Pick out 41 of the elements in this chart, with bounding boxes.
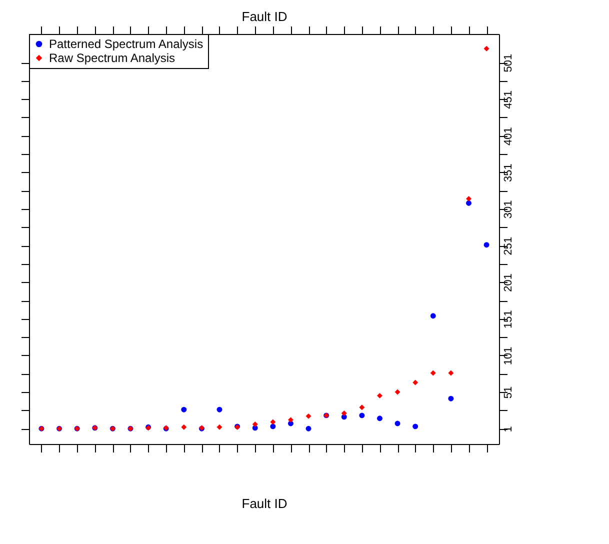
y-tick-label: 351 (502, 164, 514, 182)
y-tick-label: 451 (502, 90, 514, 109)
point (430, 313, 436, 319)
point (270, 419, 276, 425)
point (484, 242, 490, 248)
point (359, 412, 365, 418)
point (252, 421, 258, 427)
point (288, 417, 294, 423)
point (376, 416, 382, 422)
point (306, 413, 312, 419)
y-tick-label: 101 (502, 346, 514, 366)
y-tick-label: 201 (502, 274, 514, 292)
y-tick-label: 301 (502, 200, 514, 219)
point (216, 424, 222, 430)
point (270, 424, 276, 430)
legend-label: Patterned Spectrum Analysis (49, 37, 204, 51)
y-tick-label: 151 (502, 310, 514, 328)
y-tick-label: 51 (502, 386, 514, 399)
legend-label: Raw Spectrum Analysis (49, 51, 176, 65)
point (181, 406, 187, 412)
point (430, 370, 436, 376)
point (412, 380, 418, 386)
y-tick-label: 401 (502, 127, 514, 146)
point (216, 406, 222, 412)
text: Fault ID (242, 496, 288, 511)
point (466, 200, 472, 206)
point (181, 424, 187, 430)
x-axis-title: Fault ID (242, 9, 288, 24)
point (484, 46, 490, 52)
point (359, 404, 365, 410)
point (306, 426, 312, 432)
point (448, 370, 454, 376)
point (394, 389, 400, 395)
y-tick-label: 501 (502, 54, 514, 72)
point (341, 410, 347, 416)
point (412, 424, 418, 430)
point (448, 396, 454, 402)
point (394, 420, 400, 426)
y-tick-label: 251 (502, 236, 514, 256)
point (466, 196, 472, 202)
point (376, 392, 382, 398)
